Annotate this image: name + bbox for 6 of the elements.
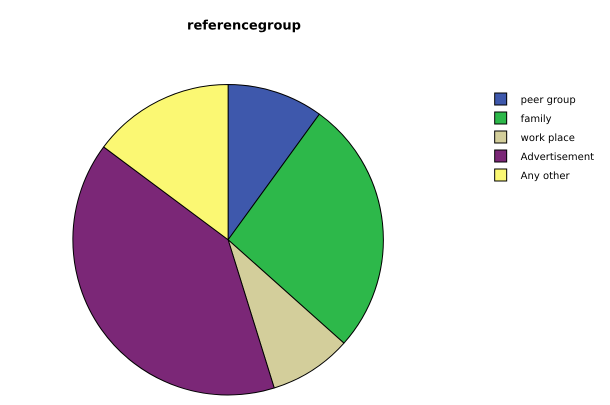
legend-label: family [520,114,552,125]
legend-label: work place [520,132,575,144]
legend-label: peer group [520,94,576,106]
legend-label: Advertisement [520,152,594,163]
legend-label: Any other [520,170,570,182]
chart-title: referencegroup [187,18,301,34]
